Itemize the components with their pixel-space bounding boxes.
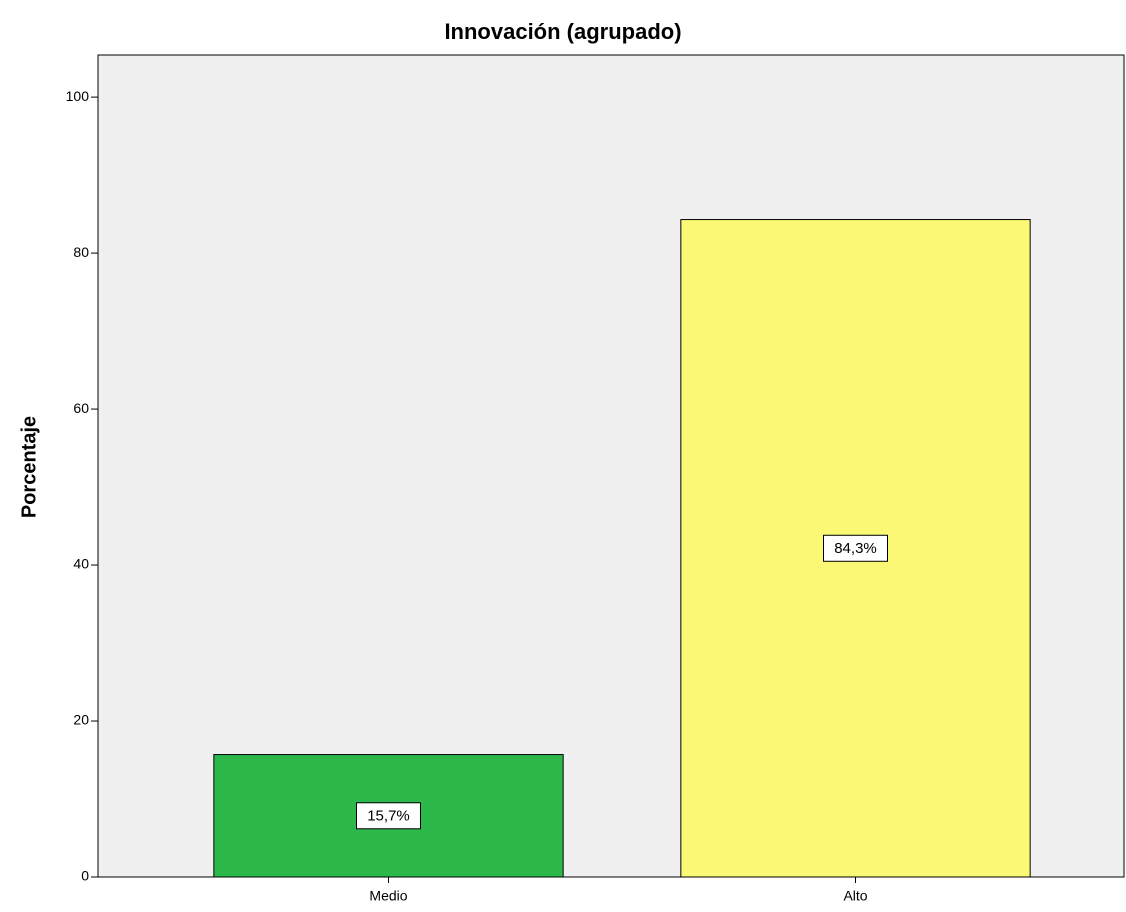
y-tick-label: 100 [66, 88, 90, 104]
y-tick-label: 60 [73, 400, 89, 416]
value-label-box [823, 534, 888, 562]
y-tick-label: 20 [73, 712, 89, 728]
y-tick-label: 80 [73, 244, 89, 260]
x-tick-label: Alto [843, 888, 867, 904]
value-label: 15,7% [367, 808, 410, 825]
value-label-box [356, 802, 421, 830]
y-tick-label: 0 [81, 868, 89, 884]
value-label: 84,3% [834, 540, 877, 557]
y-axis-label: Porcentaje [18, 416, 40, 518]
chart-title: Innovación (agrupado) [444, 19, 681, 44]
y-tick-label: 40 [73, 556, 89, 572]
x-tick-label: Medio [369, 888, 407, 904]
